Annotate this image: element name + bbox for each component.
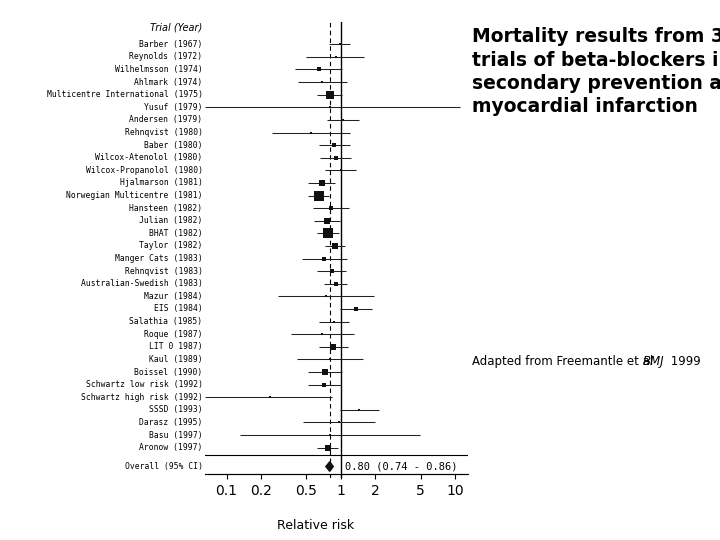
Text: Boissel (1990): Boissel (1990)	[135, 368, 202, 376]
Text: Basu (1997): Basu (1997)	[149, 430, 202, 440]
Text: Wilcox-Atenolol (1980): Wilcox-Atenolol (1980)	[95, 153, 202, 162]
Text: SSSD (1993): SSSD (1993)	[149, 406, 202, 414]
Polygon shape	[326, 462, 333, 471]
Text: 0.80 (0.74 - 0.86): 0.80 (0.74 - 0.86)	[345, 462, 457, 471]
Text: Rehnqvist (1980): Rehnqvist (1980)	[125, 128, 202, 137]
Text: 1999: 1999	[667, 355, 701, 368]
Text: Roque (1987): Roque (1987)	[144, 330, 202, 339]
Text: BHAT (1982): BHAT (1982)	[149, 229, 202, 238]
Text: Wilcox-Propanolol (1980): Wilcox-Propanolol (1980)	[86, 166, 202, 175]
Text: Mazur (1984): Mazur (1984)	[144, 292, 202, 301]
Text: Kaul (1989): Kaul (1989)	[149, 355, 202, 364]
Text: Yusuf (1979): Yusuf (1979)	[144, 103, 202, 112]
Text: Trial (Year): Trial (Year)	[150, 23, 202, 33]
Text: Aronow (1997): Aronow (1997)	[139, 443, 202, 452]
Text: Norwegian Multicentre (1981): Norwegian Multicentre (1981)	[66, 191, 202, 200]
Text: Andersen (1979): Andersen (1979)	[130, 116, 202, 124]
Text: Adapted from Freemantle et al: Adapted from Freemantle et al	[472, 355, 657, 368]
Text: Wilhelmsson (1974): Wilhelmsson (1974)	[114, 65, 202, 74]
Text: Hansteen (1982): Hansteen (1982)	[130, 204, 202, 213]
Text: Salathia (1985): Salathia (1985)	[130, 317, 202, 326]
Text: BMJ: BMJ	[643, 355, 665, 368]
Text: LIT 0 1987): LIT 0 1987)	[149, 342, 202, 352]
Text: Julian (1982): Julian (1982)	[139, 216, 202, 225]
Text: Reynolds (1972): Reynolds (1972)	[130, 52, 202, 62]
Text: Mortality results from 33
trials of beta-blockers in
secondary prevention after
: Mortality results from 33 trials of beta…	[472, 27, 720, 117]
Text: Schwartz high risk (1992): Schwartz high risk (1992)	[81, 393, 202, 402]
Text: Manger Cats (1983): Manger Cats (1983)	[114, 254, 202, 263]
Text: Ahlmark (1974): Ahlmark (1974)	[135, 78, 202, 86]
Text: Taylor (1982): Taylor (1982)	[139, 241, 202, 251]
Text: Schwartz low risk (1992): Schwartz low risk (1992)	[86, 380, 202, 389]
Text: Hjalmarson (1981): Hjalmarson (1981)	[120, 178, 202, 187]
Text: Multicentre International (1975): Multicentre International (1975)	[47, 90, 202, 99]
Text: Barber (1967): Barber (1967)	[139, 40, 202, 49]
Text: Rehnqvist (1983): Rehnqvist (1983)	[125, 267, 202, 276]
Text: Relative risk: Relative risk	[277, 519, 354, 532]
Text: Overall (95% CI): Overall (95% CI)	[125, 462, 202, 471]
Text: Darasz (1995): Darasz (1995)	[139, 418, 202, 427]
Text: Baber (1980): Baber (1980)	[144, 140, 202, 150]
Text: EIS (1984): EIS (1984)	[154, 305, 202, 314]
Text: Australian-Swedish (1983): Australian-Swedish (1983)	[81, 279, 202, 288]
